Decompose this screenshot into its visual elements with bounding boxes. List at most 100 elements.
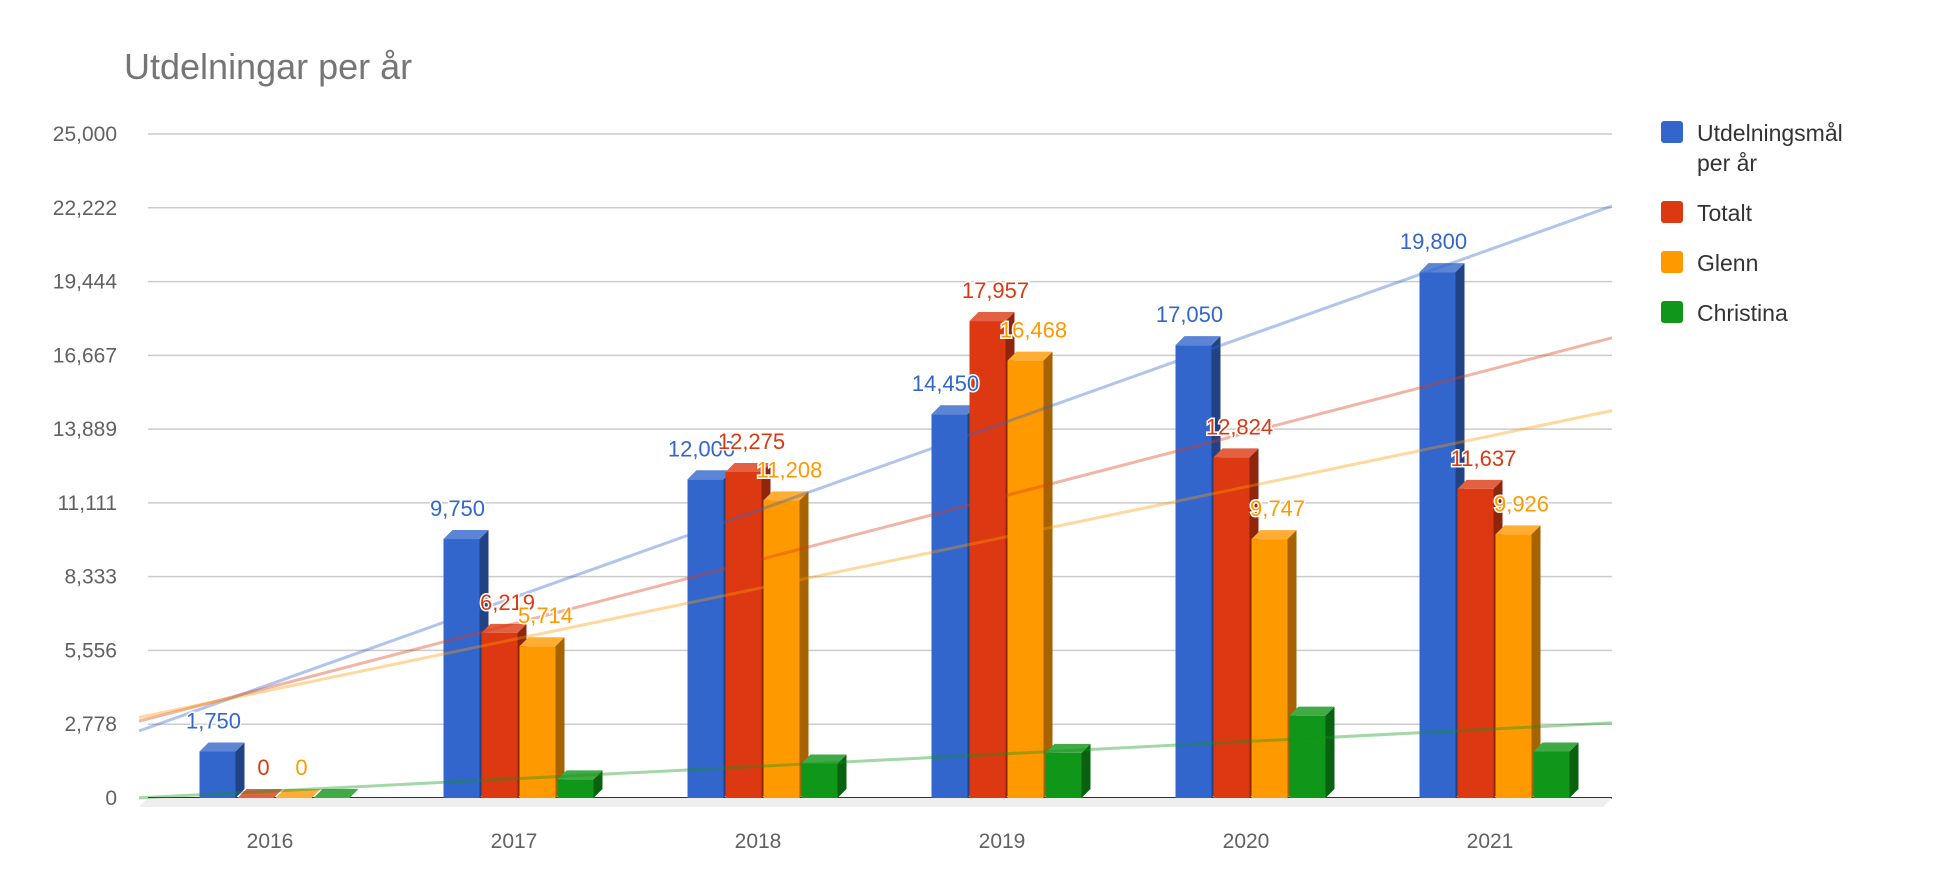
legend-label: Christina xyxy=(1697,300,1788,326)
bar-top xyxy=(557,770,603,780)
chart-floor xyxy=(139,798,1612,807)
x-tick-label: 2021 xyxy=(1467,830,1514,853)
x-tick-label: 2020 xyxy=(1223,830,1270,853)
bar-top xyxy=(1175,336,1221,346)
bar-top xyxy=(687,470,733,480)
data-label: 0 xyxy=(295,755,307,780)
data-label: 0 xyxy=(257,755,269,780)
bar-top xyxy=(801,754,847,764)
y-tick-label: 19,444 xyxy=(53,271,118,294)
bar-top xyxy=(1495,525,1541,535)
legend-swatch xyxy=(1661,301,1683,323)
bar-front xyxy=(1213,457,1250,798)
bar xyxy=(1533,742,1579,798)
legend-item: Totalt xyxy=(1661,200,1753,226)
data-label: 12,000 xyxy=(668,436,735,461)
bar-top xyxy=(1289,706,1335,716)
bar xyxy=(1007,351,1053,798)
data-label: 9,747 xyxy=(1250,496,1305,521)
bar-front xyxy=(1289,715,1326,798)
bar-top xyxy=(481,623,527,633)
y-tick-label: 13,889 xyxy=(53,418,117,441)
legend-item: Christina xyxy=(1661,300,1788,326)
data-label: 9,750 xyxy=(430,496,485,521)
bar-top xyxy=(1213,448,1259,458)
bar xyxy=(801,754,847,798)
bar-front xyxy=(519,646,556,798)
y-tick-label: 5,556 xyxy=(64,639,117,662)
bar xyxy=(1419,263,1465,798)
data-label: 11,637 xyxy=(1451,446,1517,471)
bar-top xyxy=(1251,530,1297,540)
bar-top xyxy=(1045,743,1091,753)
y-tick-label: 2,778 xyxy=(64,713,117,736)
bar xyxy=(275,789,321,798)
bar-top xyxy=(763,491,809,501)
bar-side xyxy=(1569,742,1579,798)
bar-front xyxy=(763,500,800,798)
data-label: 19,800 xyxy=(1400,229,1467,254)
bar-top xyxy=(275,789,321,798)
bar-top xyxy=(1533,742,1579,752)
bar-side xyxy=(555,637,565,798)
y-tick-label: 8,333 xyxy=(64,566,117,589)
data-label: 1,750 xyxy=(186,709,241,734)
data-label: 12,824 xyxy=(1206,414,1273,439)
bar-side xyxy=(593,770,603,798)
bar-front xyxy=(1251,539,1288,798)
legend-item: Glenn xyxy=(1661,250,1758,276)
floor-plane xyxy=(139,798,1612,807)
bar-side xyxy=(837,754,847,798)
bar-front xyxy=(969,321,1006,798)
legend-swatch xyxy=(1661,251,1683,273)
bar-top xyxy=(1457,479,1503,489)
bar xyxy=(237,789,283,798)
y-tick-label: 16,667 xyxy=(53,344,117,367)
bar-side xyxy=(1081,743,1091,798)
bar xyxy=(199,742,245,798)
x-axis: 2016 2017 2018 2019 2020 2021 xyxy=(247,830,1514,853)
x-tick-label: 2017 xyxy=(491,830,538,853)
y-axis: 0 2,778 5,556 8,333 11,111 13,889 16,667 19,444… xyxy=(53,123,118,810)
bar-front xyxy=(481,632,518,798)
trendline xyxy=(138,721,1613,800)
legend-swatch xyxy=(1661,121,1683,143)
bar-side xyxy=(1325,706,1335,798)
legend-swatch xyxy=(1661,201,1683,223)
bar xyxy=(519,637,565,798)
bar-front xyxy=(1495,534,1532,798)
bar-side xyxy=(1043,351,1053,798)
legend-label: Totalt xyxy=(1697,200,1753,226)
bar-front xyxy=(1007,360,1044,798)
bar-top xyxy=(237,789,283,798)
y-tick-label: 0 xyxy=(105,787,117,810)
bar-front xyxy=(1045,752,1082,798)
legend-label: Utdelningsmål xyxy=(1697,120,1843,146)
bar-front xyxy=(687,479,724,798)
data-label: 11,208 xyxy=(757,457,823,482)
bar-top xyxy=(1419,263,1465,273)
bar-front xyxy=(557,779,594,798)
data-label: 6,219 xyxy=(480,590,535,615)
bar-side xyxy=(799,491,809,798)
bar-top xyxy=(931,405,977,415)
bar-front xyxy=(1419,272,1456,798)
y-tick-label: 11,111 xyxy=(57,492,117,515)
trendline xyxy=(138,336,1613,723)
data-label: 17,957 xyxy=(962,278,1029,303)
bar-top xyxy=(725,462,771,472)
bar-front xyxy=(931,414,968,798)
x-tick-label: 2016 xyxy=(247,830,294,853)
bar-front xyxy=(725,471,762,798)
bar-top xyxy=(443,530,489,540)
data-label: 12,275 xyxy=(718,429,785,454)
data-label: 16,468 xyxy=(1000,318,1067,343)
trendlines xyxy=(138,204,1613,800)
data-label: 9,926 xyxy=(1494,491,1549,516)
bar xyxy=(313,789,359,798)
y-tick-label: 22,222 xyxy=(53,197,117,220)
y-tick-label: 25,000 xyxy=(53,123,117,146)
grid xyxy=(148,133,1612,799)
